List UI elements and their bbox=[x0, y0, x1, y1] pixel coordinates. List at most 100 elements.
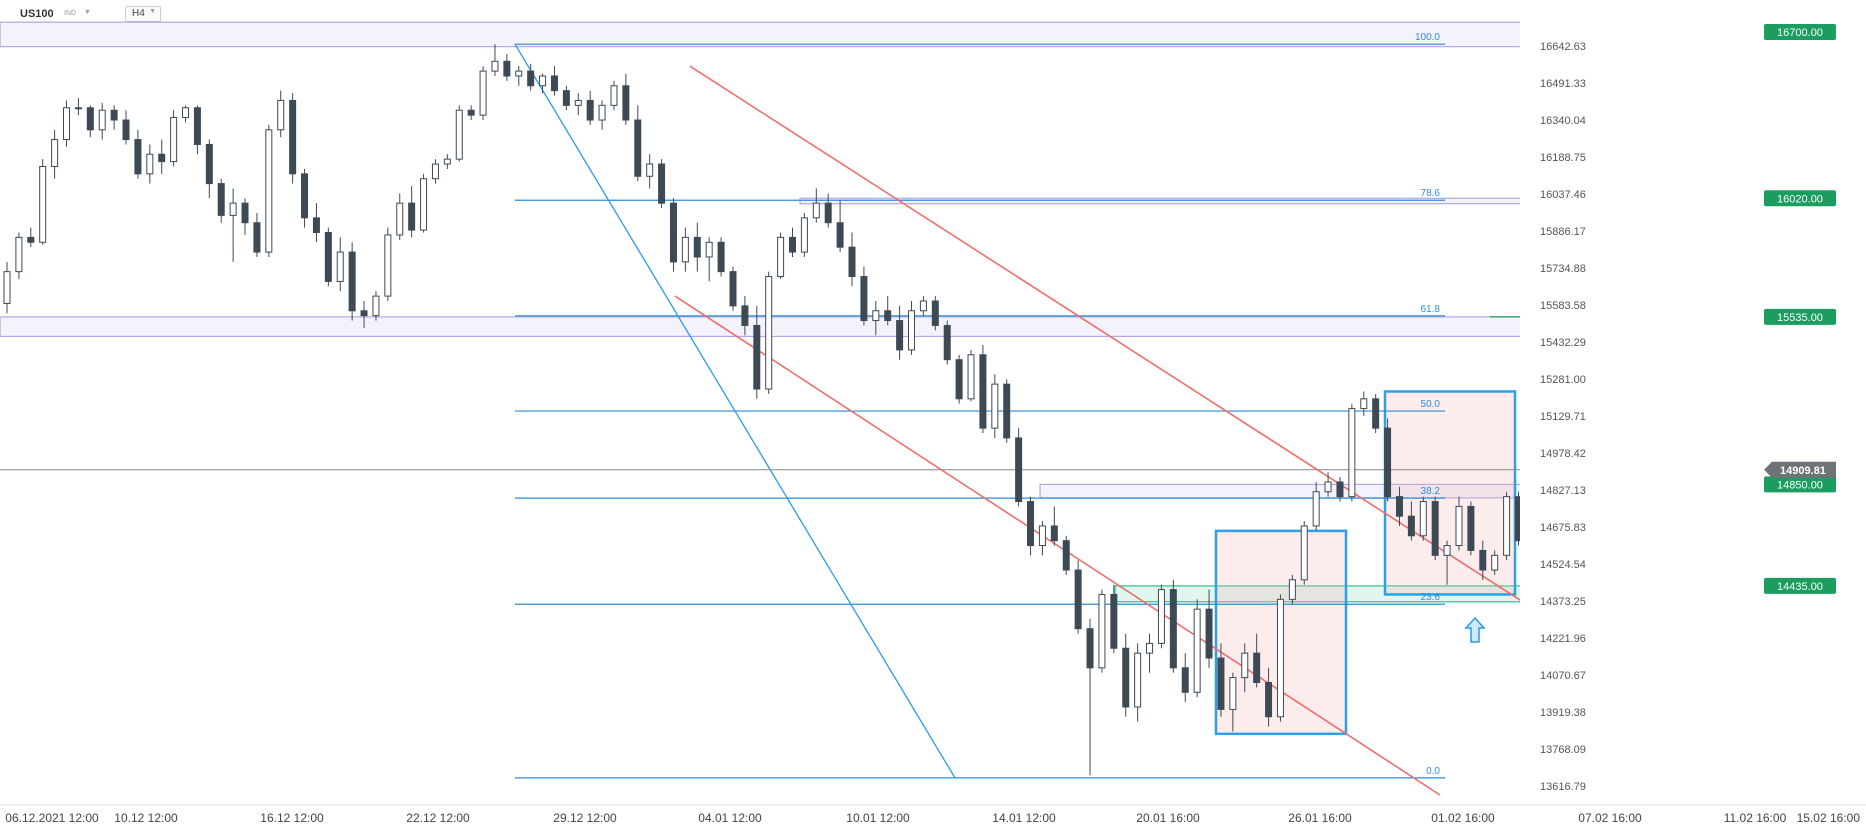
candle[interactable] bbox=[51, 129, 59, 179]
candle[interactable] bbox=[360, 300, 368, 328]
zone-band[interactable] bbox=[0, 21, 1811, 48]
candle[interactable] bbox=[1027, 496, 1035, 556]
candle[interactable] bbox=[324, 227, 332, 287]
candle[interactable] bbox=[1384, 418, 1392, 502]
candle[interactable] bbox=[1157, 584, 1165, 649]
candle[interactable] bbox=[1086, 618, 1094, 776]
candle[interactable] bbox=[1372, 393, 1380, 434]
candle[interactable] bbox=[550, 66, 558, 96]
candle[interactable] bbox=[431, 159, 439, 184]
candle[interactable] bbox=[646, 154, 654, 189]
price-tag[interactable]: 16020.00 bbox=[1764, 190, 1836, 207]
channel-upper-line[interactable] bbox=[689, 65, 1596, 649]
candle[interactable] bbox=[39, 159, 47, 245]
candle[interactable] bbox=[1419, 496, 1427, 541]
timeframe-select[interactable]: H4 ▼ bbox=[125, 6, 161, 22]
candle[interactable] bbox=[265, 124, 273, 257]
candle[interactable] bbox=[848, 232, 856, 287]
candle[interactable] bbox=[634, 105, 642, 182]
candle[interactable] bbox=[1122, 633, 1130, 717]
candle[interactable] bbox=[1455, 496, 1463, 551]
candle[interactable] bbox=[1110, 584, 1118, 654]
candle[interactable] bbox=[1217, 643, 1225, 717]
candle[interactable] bbox=[467, 105, 475, 121]
channel-lower-line[interactable] bbox=[674, 295, 1441, 796]
candle[interactable] bbox=[1146, 633, 1154, 673]
candle[interactable] bbox=[110, 105, 118, 130]
candle[interactable] bbox=[955, 354, 963, 404]
candle[interactable] bbox=[1181, 653, 1189, 703]
price-tag[interactable]: 16700.00 bbox=[1764, 23, 1836, 40]
candle[interactable] bbox=[979, 345, 987, 434]
candle[interactable] bbox=[372, 291, 380, 321]
candle[interactable] bbox=[574, 93, 582, 116]
candle[interactable] bbox=[384, 227, 392, 301]
candle[interactable] bbox=[705, 237, 713, 282]
candle[interactable] bbox=[182, 105, 190, 123]
candle[interactable] bbox=[1479, 540, 1487, 580]
candle[interactable] bbox=[455, 105, 463, 162]
chevron-down-icon[interactable]: ▼ bbox=[84, 9, 91, 16]
current-price-tag[interactable]: 14909.81 bbox=[1764, 461, 1836, 478]
candle[interactable] bbox=[229, 188, 237, 262]
candle[interactable] bbox=[217, 178, 225, 223]
candle[interactable] bbox=[622, 73, 630, 125]
candle[interactable] bbox=[1288, 574, 1296, 605]
candle[interactable] bbox=[586, 90, 594, 125]
candle[interactable] bbox=[491, 44, 499, 76]
candle[interactable] bbox=[170, 110, 178, 167]
candle[interactable] bbox=[146, 144, 154, 184]
candle[interactable] bbox=[1312, 481, 1320, 531]
candle[interactable] bbox=[967, 349, 975, 402]
candle[interactable] bbox=[717, 237, 725, 277]
candle[interactable] bbox=[420, 173, 428, 233]
candle[interactable] bbox=[693, 222, 701, 272]
candle[interactable] bbox=[1443, 540, 1451, 585]
candle[interactable] bbox=[98, 102, 106, 140]
candle[interactable] bbox=[396, 193, 404, 240]
candle[interactable] bbox=[277, 90, 285, 138]
candle[interactable] bbox=[1229, 672, 1237, 732]
candle[interactable] bbox=[515, 66, 523, 86]
candle[interactable] bbox=[789, 227, 796, 257]
candle[interactable] bbox=[1253, 633, 1261, 688]
candle[interactable] bbox=[27, 227, 35, 248]
price-tag[interactable]: 15535.00 bbox=[1764, 308, 1836, 325]
candle[interactable] bbox=[503, 53, 511, 81]
fib-trend-line[interactable] bbox=[514, 43, 956, 779]
candle[interactable] bbox=[610, 80, 618, 111]
candle[interactable] bbox=[1134, 643, 1142, 722]
candle[interactable] bbox=[1169, 579, 1177, 673]
candle[interactable] bbox=[872, 300, 880, 336]
candle[interactable] bbox=[74, 98, 82, 116]
candle[interactable] bbox=[1062, 535, 1070, 575]
candle[interactable] bbox=[1491, 550, 1499, 575]
candle[interactable] bbox=[753, 305, 761, 399]
candle[interactable] bbox=[1467, 501, 1475, 556]
candle[interactable] bbox=[860, 266, 868, 326]
candle[interactable] bbox=[681, 227, 689, 272]
candle[interactable] bbox=[539, 73, 547, 94]
candle[interactable] bbox=[991, 374, 999, 438]
candle[interactable] bbox=[134, 129, 142, 179]
candle[interactable] bbox=[896, 305, 904, 360]
candle[interactable] bbox=[765, 271, 773, 394]
candle[interactable] bbox=[741, 296, 749, 336]
candle[interactable] bbox=[63, 100, 71, 147]
candle[interactable] bbox=[86, 105, 94, 138]
candle[interactable] bbox=[884, 296, 892, 326]
candle[interactable] bbox=[289, 93, 297, 184]
candle[interactable] bbox=[1324, 472, 1332, 497]
candle[interactable] bbox=[824, 193, 832, 228]
candle[interactable] bbox=[122, 110, 130, 145]
candle[interactable] bbox=[908, 300, 916, 355]
candle[interactable] bbox=[1241, 643, 1249, 693]
candle[interactable] bbox=[1003, 379, 1011, 443]
candle[interactable] bbox=[1276, 594, 1284, 722]
candle[interactable] bbox=[669, 198, 677, 272]
candle[interactable] bbox=[1193, 599, 1201, 698]
candle[interactable] bbox=[777, 232, 785, 279]
candle[interactable] bbox=[408, 186, 416, 238]
candle[interactable] bbox=[1503, 491, 1511, 561]
